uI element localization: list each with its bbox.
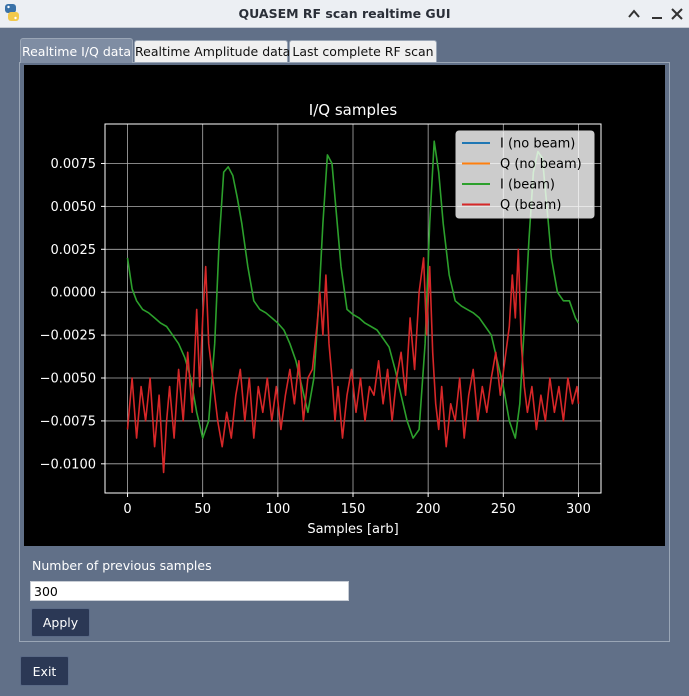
series-line-2 <box>126 140 580 439</box>
x-tick-label: 300 <box>566 502 591 517</box>
chart-title: I/Q samples <box>309 101 398 119</box>
legend-label-1: Q (no beam) <box>500 157 582 172</box>
samples-input[interactable] <box>30 581 349 601</box>
x-tick-label: 150 <box>341 502 366 517</box>
y-tick-label: 0.0000 <box>51 286 97 301</box>
legend-label-3: Q (beam) <box>500 198 561 213</box>
x-tick-label: 250 <box>491 502 516 517</box>
y-tick-label: −0.0075 <box>40 414 96 429</box>
exit-button[interactable]: Exit <box>20 656 69 686</box>
tab-last-complete-scan[interactable]: Last complete RF scan <box>289 40 437 62</box>
x-tick-label: 50 <box>194 502 211 517</box>
y-tick-label: −0.0050 <box>40 372 96 387</box>
x-tick-label: 200 <box>416 502 441 517</box>
apply-button[interactable]: Apply <box>31 608 90 637</box>
tab-realtime-iq[interactable]: Realtime I/Q data <box>20 38 133 63</box>
y-tick-label: 0.0075 <box>51 157 97 172</box>
y-tick-label: 0.0025 <box>51 243 97 258</box>
series-line-3 <box>126 248 580 474</box>
python-app-icon <box>5 4 19 21</box>
window-title: QUASEM RF scan realtime GUI <box>238 6 451 21</box>
tab-realtime-amplitude[interactable]: Realtime Amplitude data <box>134 40 290 62</box>
chevron-up-icon[interactable] <box>626 6 642 22</box>
x-axis-label: Samples [arb] <box>307 522 398 537</box>
x-tick-label: 0 <box>123 502 131 517</box>
x-tick-label: 100 <box>265 502 290 517</box>
y-tick-label: −0.0100 <box>40 457 96 472</box>
y-tick-label: 0.0050 <box>51 200 97 215</box>
samples-label: Number of previous samples <box>32 558 212 573</box>
legend: I (no beam) Q (no beam) I (beam) Q (beam) <box>455 130 595 219</box>
iq-chart: 0 50 100 150 200 250 300 0.0075 0.0050 0.0025 0.00… <box>24 65 665 546</box>
legend-label-2: I (beam) <box>500 178 555 193</box>
window-titlebar: QUASEM RF scan realtime GUI <box>0 0 689 28</box>
minimize-icon[interactable] <box>649 6 665 22</box>
close-icon[interactable] <box>669 6 685 22</box>
y-tick-label: −0.0025 <box>40 329 96 344</box>
legend-label-0: I (no beam) <box>500 137 575 152</box>
